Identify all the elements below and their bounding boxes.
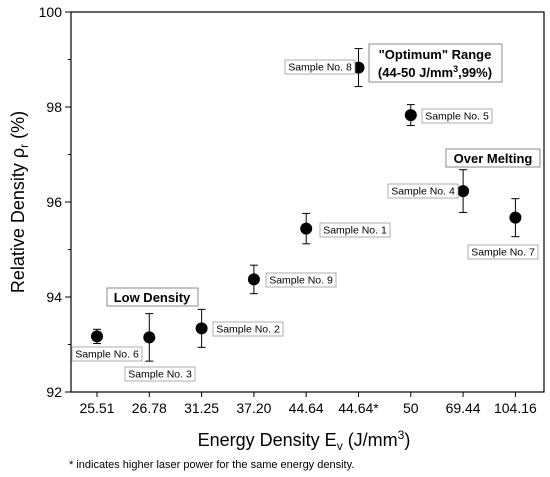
sample-label-box	[467, 244, 539, 260]
sample-label: Sample No. 5	[425, 111, 489, 123]
x-tick-label: 44.64	[289, 400, 324, 416]
x-tick-label: 25.51	[79, 400, 114, 416]
x-tick-label: 26.78	[132, 400, 167, 416]
x-tick-label: 104.16	[494, 400, 537, 416]
data-point	[404, 109, 417, 122]
sample-label-box	[387, 183, 459, 199]
sample-label-box	[319, 222, 391, 238]
footnote: * indicates higher laser power for the s…	[69, 459, 354, 471]
annotation-low-density: Low Density	[106, 287, 199, 307]
data-point	[457, 185, 470, 198]
y-tick-label: 98	[46, 99, 62, 115]
sample-label-box	[421, 108, 493, 124]
data-point	[247, 273, 260, 286]
data-point	[91, 330, 103, 343]
x-axis-title: Energy Density Ev (J/mm3)	[198, 428, 411, 453]
sample-label: Sample No. 6	[75, 349, 139, 361]
svg-text:"Optimum" Range: "Optimum" Range	[379, 47, 492, 62]
svg-text:(44-50 J/mm3,99%): (44-50 J/mm3,99%)	[378, 64, 492, 80]
annotation-optimum-range: "Optimum" Range (44-50 J/mm3,99%)	[368, 43, 503, 83]
sample-label: Sample No. 8	[288, 62, 352, 74]
x-tick-label: 50	[403, 400, 419, 416]
y-axis-title: Relative Density ρr (%)	[8, 111, 31, 293]
y-tick-label: 100	[39, 4, 63, 20]
x-axis-ticks: 25.51 26.78 31.25 37.20 44.64 44.64* 50 69.44 10…	[79, 392, 537, 416]
sample-label-box	[212, 321, 284, 337]
data-point	[509, 211, 522, 224]
x-tick-label: 37.20	[236, 400, 271, 416]
sample-label: Sample No. 4	[391, 186, 455, 198]
data-point	[195, 322, 208, 335]
sample-label-box	[124, 366, 196, 382]
error-bars	[93, 48, 520, 362]
sample-labels: Sample No. 6 Sample No. 3 Sample No. 2 Samp…	[71, 59, 539, 382]
y-axis-ticks: 92 94 96 98 100	[39, 4, 71, 400]
data-point	[300, 222, 313, 235]
sample-label-box	[265, 272, 337, 288]
y-tick-label: 94	[46, 289, 62, 305]
y-tick-label: 92	[46, 384, 62, 400]
svg-text:Low Density: Low Density	[114, 290, 191, 305]
sample-label: Sample No. 7	[471, 247, 535, 259]
sample-label: Sample No. 2	[216, 324, 280, 336]
x-tick-label: 31.25	[184, 400, 219, 416]
data-points	[91, 61, 522, 344]
annotation-over-melting: Over Melting	[445, 148, 541, 168]
sample-label: Sample No. 3	[128, 369, 192, 381]
data-point	[143, 331, 156, 344]
sample-label: Sample No. 1	[323, 225, 387, 237]
y-tick-label: 96	[46, 194, 62, 210]
x-tick-label: 69.44	[446, 400, 481, 416]
sample-label: Sample No. 9	[269, 275, 333, 287]
svg-text:Over Melting: Over Melting	[454, 151, 533, 166]
x-tick-label: 44.64*	[338, 400, 379, 416]
sample-label-box	[284, 59, 356, 75]
sample-label-box	[71, 346, 143, 362]
data-point	[352, 61, 365, 74]
